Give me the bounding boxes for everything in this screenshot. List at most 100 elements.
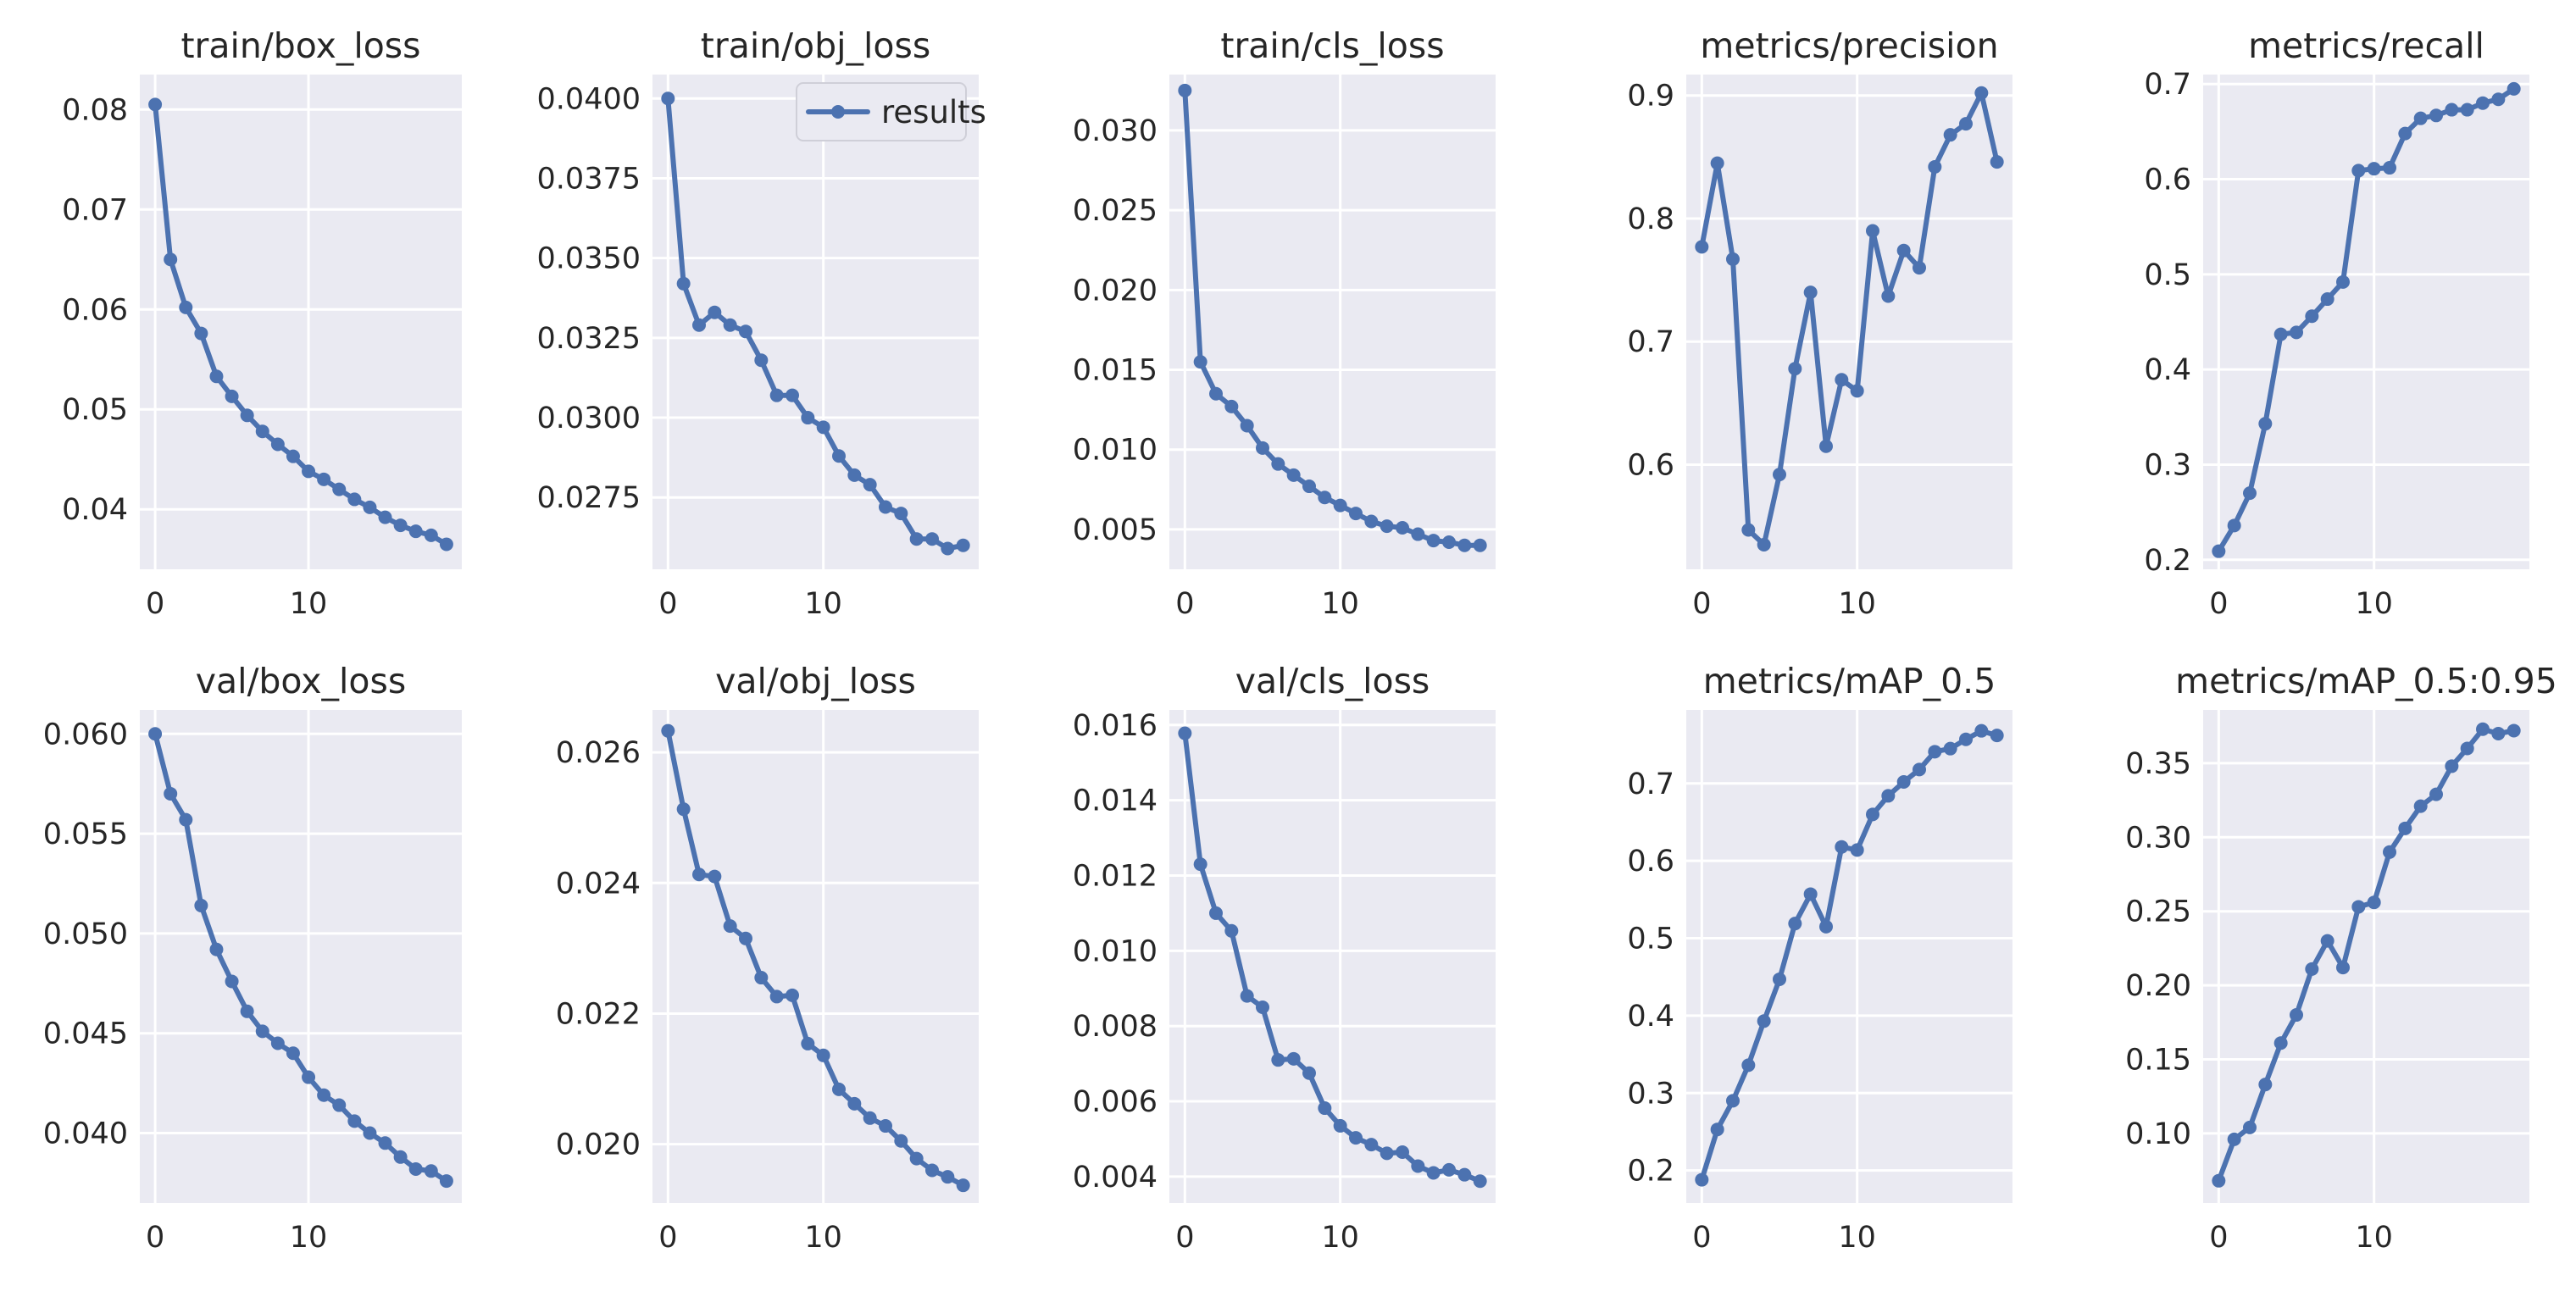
data-point xyxy=(332,482,347,496)
data-point xyxy=(754,353,769,368)
data-point xyxy=(2429,787,2443,801)
y-tick-label: 0.5 xyxy=(2144,258,2191,292)
data-point xyxy=(179,300,193,314)
subplot-title: metrics/recall xyxy=(2248,25,2484,66)
plot-area xyxy=(1169,710,1496,1203)
data-point xyxy=(270,1036,285,1050)
x-tick-label: 10 xyxy=(290,1221,328,1255)
data-point xyxy=(2491,92,2506,107)
data-point xyxy=(661,91,675,106)
y-tick-label: 0.0275 xyxy=(537,481,641,515)
data-point xyxy=(1695,1172,1709,1187)
y-tick-label: 0.0325 xyxy=(537,322,641,356)
y-tick-label: 0.3 xyxy=(1627,1077,1674,1111)
data-point xyxy=(1256,441,1269,455)
data-point xyxy=(1473,1174,1487,1189)
data-point xyxy=(1271,1053,1285,1067)
plot-area xyxy=(1686,710,2012,1203)
data-point xyxy=(1240,989,1254,1003)
data-point xyxy=(255,1024,269,1039)
y-tick-label: 0.040 xyxy=(43,1117,128,1151)
subplot-val-obj-loss: 0.020 0.022 0.024 0.026 0 10 val/obj_loss xyxy=(556,661,979,1255)
data-point xyxy=(2476,96,2490,110)
plot-area xyxy=(140,75,462,569)
y-tick-label: 0.010 xyxy=(1073,934,1158,968)
y-tick-label: 0.005 xyxy=(1073,513,1158,547)
data-point xyxy=(909,1151,924,1166)
data-point xyxy=(1318,491,1332,505)
data-point xyxy=(317,472,331,486)
data-point xyxy=(209,942,224,956)
data-point xyxy=(1411,527,1425,541)
subplot-train-box-loss: 0.04 0.05 0.06 0.07 0.08 0 10 train/box_loss xyxy=(62,25,462,621)
data-point xyxy=(2290,1008,2303,1023)
x-tick-label: 0 xyxy=(1692,587,1711,621)
data-point xyxy=(1364,514,1379,529)
y-tick-label: 0.024 xyxy=(556,867,641,901)
data-point xyxy=(317,1088,331,1102)
data-point xyxy=(1318,1101,1332,1116)
data-point xyxy=(1224,923,1239,938)
plot-area xyxy=(1169,75,1496,569)
y-tick-label: 0.016 xyxy=(1073,709,1158,743)
data-point xyxy=(2305,962,2319,976)
data-point xyxy=(194,326,208,341)
data-point xyxy=(2383,845,2396,859)
data-point xyxy=(1896,774,1911,789)
x-tick-label: 10 xyxy=(804,1221,842,1255)
data-point xyxy=(941,1170,955,1184)
y-tick-label: 0.2 xyxy=(1627,1155,1674,1189)
y-tick-label: 0.08 xyxy=(62,93,128,127)
data-point xyxy=(1333,498,1347,513)
y-tick-label: 0.9 xyxy=(1627,80,1674,114)
x-tick-label: 0 xyxy=(1175,1221,1194,1255)
y-tick-label: 0.008 xyxy=(1073,1010,1158,1044)
data-point xyxy=(270,437,285,452)
subplot-title: val/obj_loss xyxy=(715,661,916,701)
x-tick-label: 10 xyxy=(1838,587,1876,621)
x-tick-label: 0 xyxy=(658,1221,677,1255)
data-point xyxy=(194,898,208,912)
y-tick-label: 0.045 xyxy=(43,1017,128,1051)
y-tick-label: 0.05 xyxy=(62,393,128,427)
data-point xyxy=(2445,103,2459,117)
subplot-title: train/cls_loss xyxy=(1220,25,1444,66)
x-tick-label: 0 xyxy=(1692,1221,1711,1255)
data-point xyxy=(801,1036,815,1050)
data-point xyxy=(1726,1094,1740,1108)
data-point xyxy=(2258,417,2273,431)
y-tick-label: 0.30 xyxy=(2125,821,2191,855)
subplot-val-cls-loss: 0.004 0.006 0.008 0.010 0.012 0.014 0.016 0 10 va… xyxy=(1073,661,1496,1255)
y-tick-label: 0.35 xyxy=(2125,747,2191,781)
subplot-train-obj-loss: 0.0275 0.0300 0.0325 0.0350 0.0375 0.0400 0 10 t… xyxy=(537,25,986,621)
data-point xyxy=(2383,161,2396,175)
x-tick-label: 0 xyxy=(2209,587,2228,621)
subplot-train-cls-loss: 0.005 0.010 0.015 0.020 0.025 0.030 0 10 train/c… xyxy=(1073,25,1496,621)
data-point xyxy=(879,500,892,514)
data-point xyxy=(209,369,224,384)
data-point xyxy=(1224,399,1239,413)
y-tick-label: 0.15 xyxy=(2125,1043,2191,1077)
y-tick-label: 0.07 xyxy=(62,193,128,227)
data-point xyxy=(1426,1166,1441,1180)
y-tick-label: 0.4 xyxy=(1627,1000,1674,1034)
data-point xyxy=(1896,243,1911,258)
data-point xyxy=(1302,479,1316,494)
data-point xyxy=(1726,252,1740,266)
data-point xyxy=(925,532,939,546)
data-point xyxy=(708,305,722,319)
data-point xyxy=(1928,745,1942,759)
data-point xyxy=(179,812,193,827)
y-tick-label: 0.050 xyxy=(43,917,128,951)
data-point xyxy=(1959,732,1973,746)
plot-area xyxy=(2203,710,2529,1203)
data-point xyxy=(1881,789,1896,803)
data-point xyxy=(2305,309,2319,324)
data-point xyxy=(1411,1159,1425,1173)
y-tick-label: 0.2 xyxy=(2144,544,2191,578)
data-point xyxy=(2367,895,2381,910)
x-tick-label: 10 xyxy=(2355,587,2393,621)
data-point xyxy=(1710,156,1724,170)
y-tick-label: 0.012 xyxy=(1073,859,1158,893)
subplot-title: train/box_loss xyxy=(180,25,420,66)
